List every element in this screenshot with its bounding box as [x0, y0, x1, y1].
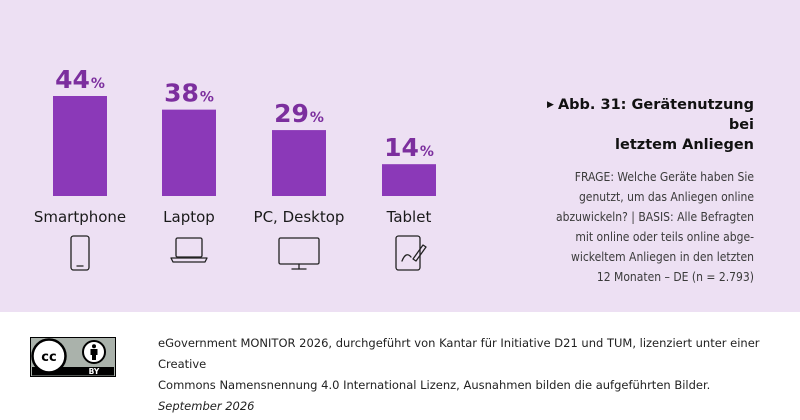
survey-question: FRAGE: Welche Geräte haben Sie genutzt, …: [529, 167, 754, 287]
question-line: FRAGE: Welche Geräte haben Sie: [574, 170, 754, 184]
question-line: mit online oder teils online abge-: [575, 230, 754, 244]
smartphone-icon: [70, 235, 90, 271]
value-label: 38%: [164, 79, 214, 108]
credit-line-1: eGovernment MONITOR 2026, durchgeführt v…: [158, 336, 760, 371]
figure-title: ▶ Abb. 31: Gerätenutzung bei letztem Anli…: [547, 97, 754, 153]
question-line: abzuwickeln? | BASIS: Alle Befragten: [556, 210, 754, 224]
figure-info: ▶ Abb. 31: Gerätenutzung bei letztem Anli…: [529, 95, 754, 287]
laptop-icon: [170, 237, 208, 263]
category-label: PC, Desktop: [254, 208, 345, 226]
chart-panel: [0, 0, 800, 312]
license-credit: eGovernment MONITOR 2026, durchgeführt v…: [158, 333, 773, 417]
category-label: Laptop: [163, 208, 215, 226]
bar-smartphone: [53, 96, 107, 196]
category-label: Tablet: [386, 208, 432, 226]
credit-date: September 2026: [158, 399, 255, 413]
bar-laptop: [162, 109, 216, 196]
question-line: 12 Monaten – DE (n = 2.793): [596, 270, 754, 284]
cc-by-license-badge[interactable]: BY cc: [30, 337, 116, 377]
attribution-icon: [82, 340, 106, 364]
cc-text: cc: [41, 350, 56, 365]
tablet-icon: [395, 235, 427, 271]
desktop-icon: [278, 237, 320, 270]
bar-tablet: [382, 164, 436, 196]
credit-line-2: Commons Namensnennung 4.0 International …: [158, 378, 711, 392]
license-by-text: BY: [89, 367, 100, 376]
triangle-bullet-icon: ▶: [547, 100, 554, 110]
cc-icon: [31, 338, 67, 374]
value-label: 44%: [55, 65, 105, 94]
bar-chart: 44% Smartphone 38% Laptop 29% PC, Desktop 14% T…: [34, 65, 436, 271]
bar-pc-desktop: [272, 130, 326, 196]
question-line: genutzt, um das Anliegen online: [578, 190, 754, 204]
value-label: 29%: [274, 99, 324, 128]
question-line: wickeltem Anliegen in den letzten: [571, 250, 754, 264]
value-label: 14%: [384, 133, 434, 162]
category-label: Smartphone: [34, 208, 126, 226]
